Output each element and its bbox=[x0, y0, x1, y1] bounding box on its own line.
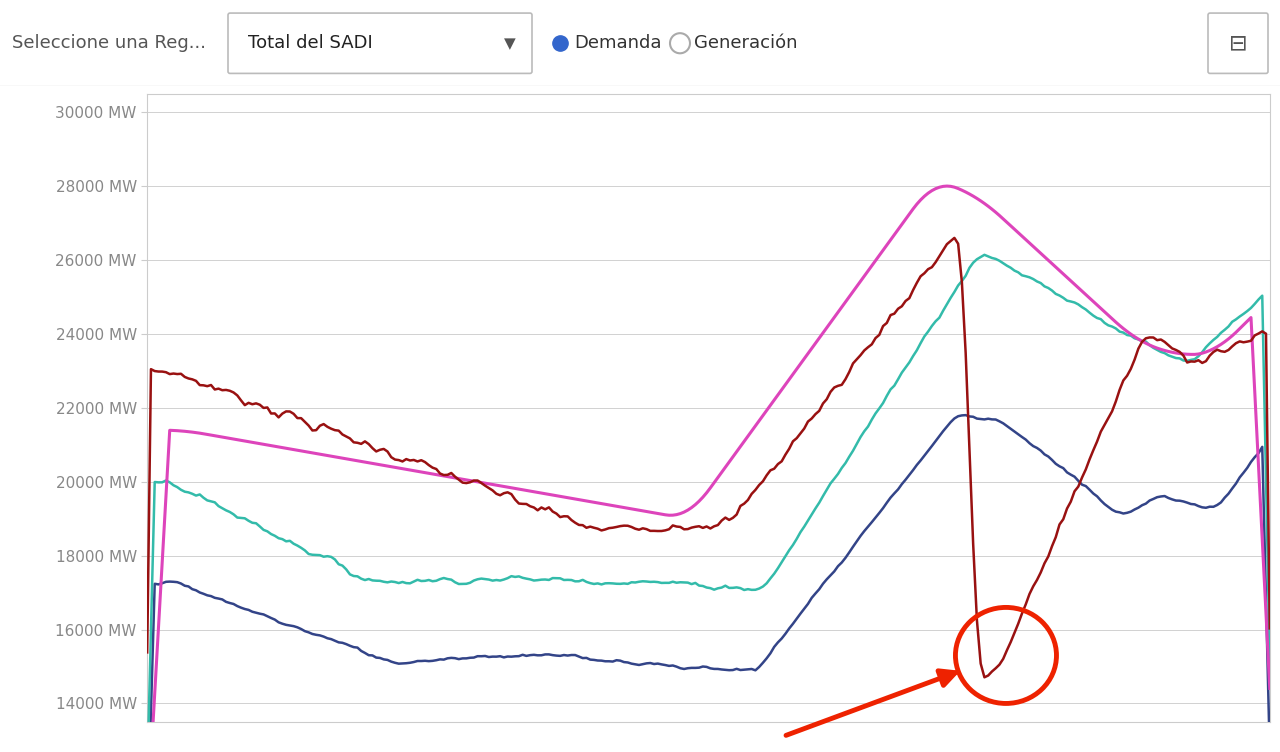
Text: Total del SADI: Total del SADI bbox=[248, 35, 372, 52]
FancyBboxPatch shape bbox=[228, 13, 532, 74]
Text: ⊟: ⊟ bbox=[1229, 33, 1247, 53]
FancyBboxPatch shape bbox=[1208, 13, 1268, 74]
Text: Demanda: Demanda bbox=[573, 35, 662, 52]
Text: ▼: ▼ bbox=[504, 36, 516, 50]
Text: Generación: Generación bbox=[694, 35, 797, 52]
Text: Seleccione una Reg...: Seleccione una Reg... bbox=[12, 35, 206, 52]
